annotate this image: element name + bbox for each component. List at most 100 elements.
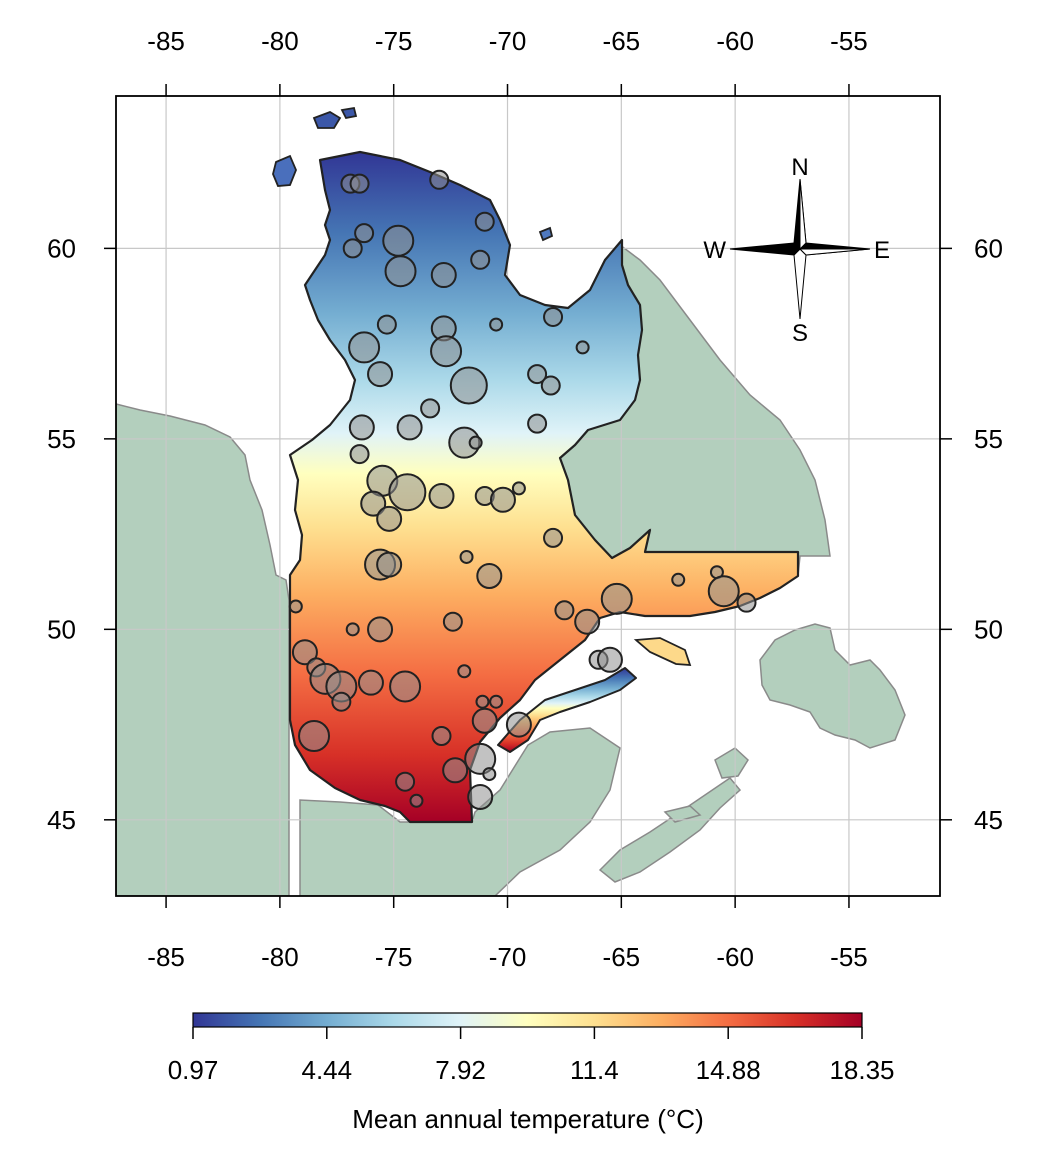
nottingham-island [312, 111, 342, 129]
station-marker [527, 413, 548, 434]
station-marker [291, 639, 318, 666]
x-tick-label-top: -55 [830, 26, 868, 56]
station-marker [384, 255, 417, 288]
station-marker [298, 720, 331, 752]
station-marker [468, 435, 483, 450]
y-tick-label-left: 50 [47, 614, 76, 644]
station-marker [429, 169, 450, 190]
legend-tick-label: 7.92 [435, 1055, 486, 1085]
station-marker [382, 224, 415, 257]
station-marker [430, 262, 457, 289]
station-marker [505, 711, 532, 738]
station-marker [574, 608, 601, 635]
station-marker [470, 249, 491, 270]
legend-tick-label: 4.44 [301, 1055, 352, 1085]
station-marker [543, 527, 564, 548]
station-marker [475, 694, 490, 709]
quebec-mainland [288, 150, 800, 824]
station-marker [511, 481, 526, 496]
y-tick-label-left: 60 [47, 233, 76, 263]
station-marker [489, 317, 504, 332]
map-frame [115, 95, 941, 897]
akpatok-island [538, 226, 554, 242]
station-marker [288, 599, 303, 614]
x-tick-label-bottom: -75 [375, 942, 413, 972]
x-tick-label-bottom: -85 [147, 942, 185, 972]
station-marker [543, 306, 564, 327]
station-marker [376, 505, 403, 532]
station-marker [489, 694, 504, 709]
y-tick-label-right: 60 [974, 233, 1003, 263]
newfoundland-land [759, 623, 906, 749]
station-marker [464, 742, 497, 775]
station-marker [349, 444, 370, 465]
station-marker [736, 592, 757, 613]
x-tick-label-top: -70 [489, 26, 527, 56]
station-marker [554, 600, 575, 621]
gaspesie-peninsula [497, 667, 637, 753]
station-marker [367, 361, 394, 388]
station-marker [596, 646, 623, 673]
station-marker [396, 414, 423, 441]
legend-color-bar [192, 1012, 863, 1028]
station-marker [600, 582, 633, 615]
usa-new-england-land [299, 727, 621, 896]
station-marker [707, 575, 740, 608]
station-marker [409, 793, 424, 808]
compass-e-label: E [874, 237, 890, 264]
station-marker [345, 622, 360, 637]
station-marker [389, 670, 422, 703]
station-marker [388, 473, 427, 512]
station-marker [360, 490, 387, 517]
station-marker [430, 335, 463, 368]
station-marker [449, 366, 488, 405]
station-marker [527, 364, 548, 385]
station-marker [376, 314, 397, 335]
compass-w-label: W [703, 237, 726, 264]
station-marker [471, 707, 498, 734]
ontario-land [116, 403, 290, 896]
station-marker [349, 173, 370, 194]
station-marker [431, 726, 452, 746]
y-tick-label-left: 55 [47, 424, 76, 454]
x-tick-label-bottom: -80 [261, 942, 299, 972]
station-marker [476, 563, 503, 589]
station-marker [428, 483, 455, 509]
y-tick-label-right: 55 [974, 424, 1003, 454]
x-tick-label-top: -75 [375, 26, 413, 56]
station-marker [442, 611, 463, 632]
x-tick-label-bottom: -65 [603, 942, 641, 972]
cape-breton-land [714, 747, 749, 779]
station-marker [348, 414, 375, 441]
legend-ticks: 0.97 4.44 7.92 11.4 14.88 18.35 [168, 1027, 895, 1085]
salisbury-island [340, 106, 358, 120]
station-marker [671, 572, 686, 587]
x-tick-label-top: -85 [147, 26, 185, 56]
station-marker [395, 771, 416, 792]
legend-tick-label: 11.4 [570, 1055, 619, 1085]
mansel-island [272, 154, 297, 187]
station-marker [420, 398, 441, 419]
nova-scotia-land [598, 776, 742, 883]
station-marker [459, 549, 474, 564]
y-tick-label-right: 45 [974, 805, 1003, 835]
station-marker [457, 664, 472, 679]
x-tick-label-bottom: -55 [830, 942, 868, 972]
station-marker [540, 375, 561, 396]
station-marker [474, 211, 495, 232]
anticosti-island [633, 637, 692, 666]
legend-title: Mean annual temperature (°C) [352, 1104, 703, 1134]
y-tick-label-right: 50 [974, 614, 1003, 644]
x-tick-label-top: -60 [716, 26, 754, 56]
station-marker [348, 331, 381, 364]
y-tick-label-left: 45 [47, 805, 76, 835]
pei-land [663, 805, 702, 823]
legend-tick-label: 0.97 [168, 1055, 219, 1085]
station-marker [354, 223, 375, 244]
x-tick-label-bottom: -70 [489, 942, 527, 972]
station-marker [575, 340, 590, 355]
axes: -85 -85 -80 -80 -75 -75 -70 -70 -65 -65 -60 -60 -55 -… [47, 26, 1003, 972]
compass-s-label: S [792, 320, 808, 347]
surrounding-land [116, 243, 906, 896]
